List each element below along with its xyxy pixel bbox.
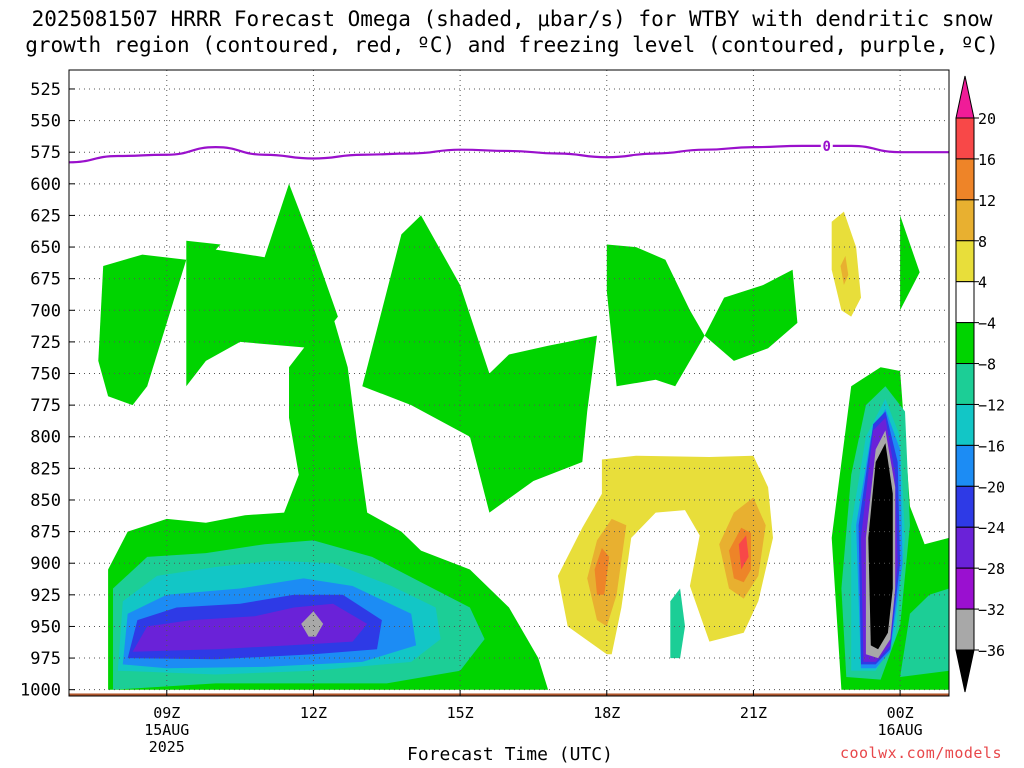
colorbar-label: −4 xyxy=(978,315,996,333)
x-tick-date: 15AUG xyxy=(144,721,189,739)
omega-region xyxy=(900,588,949,677)
colorbar-label: 12 xyxy=(978,192,996,210)
omega-region xyxy=(606,244,705,387)
colorbar-label: −16 xyxy=(978,437,1005,455)
colorbar-band xyxy=(955,322,975,365)
y-tick-label: 575 xyxy=(30,143,61,163)
y-tick-label: 700 xyxy=(30,301,61,321)
x-tick-label: 18Z xyxy=(593,704,620,722)
freezing-level-line xyxy=(68,144,949,164)
x-tick-label: 09Z xyxy=(153,704,180,722)
x-tick-date: 16AUG xyxy=(878,721,923,739)
colorbar-label: −28 xyxy=(978,560,1005,578)
colorbar-top-arrow xyxy=(955,75,975,119)
y-tick-label: 950 xyxy=(30,617,61,637)
colorbar-label: 16 xyxy=(978,151,996,169)
x-tick-label: 21Z xyxy=(740,704,767,722)
colorbar-label: −32 xyxy=(978,601,1005,619)
y-tick-label: 775 xyxy=(30,396,61,416)
colorbar-band xyxy=(955,444,975,487)
omega-region xyxy=(900,215,920,336)
colorbar-band xyxy=(955,485,975,528)
colorbar-band xyxy=(955,158,975,201)
omega-region xyxy=(98,254,187,406)
omega-region xyxy=(362,215,597,513)
colorbar-band xyxy=(955,117,975,160)
x-tick-year: 2025 xyxy=(149,738,185,756)
y-tick-label: 550 xyxy=(30,112,61,132)
colorbar-band xyxy=(955,281,975,324)
y-tick-label: 925 xyxy=(30,586,61,606)
omega-region xyxy=(132,603,368,652)
y-tick-label: 625 xyxy=(30,206,61,226)
omega-region xyxy=(186,183,338,387)
x-tick-label: 12Z xyxy=(300,704,327,722)
colorbar-label: −24 xyxy=(978,519,1005,537)
omega-region xyxy=(594,548,610,595)
y-tick-label: 675 xyxy=(30,270,61,290)
colorbar-band xyxy=(955,403,975,446)
x-tick-label: 15Z xyxy=(447,704,474,722)
y-tick-label: 875 xyxy=(30,523,61,543)
colorbar-label: −20 xyxy=(978,478,1005,496)
colorbar-band xyxy=(955,363,975,405)
y-tick-label: 825 xyxy=(30,459,61,479)
y-tick-label: 650 xyxy=(30,238,61,258)
chart-title-line-2: growth region (contoured, red, ºC) and f… xyxy=(25,33,999,57)
colorbar-band xyxy=(955,608,975,651)
x-axis-title: Forecast Time (UTC) xyxy=(407,744,613,765)
y-tick-label: 850 xyxy=(30,491,61,511)
surface-terrain xyxy=(69,693,949,696)
y-tick-label: 725 xyxy=(30,333,61,353)
credit-text: coolwx.com/models xyxy=(839,744,1002,762)
colorbar-label: 4 xyxy=(978,274,987,292)
freezing-level-label: 0 xyxy=(823,139,831,155)
colorbar-label: 8 xyxy=(978,233,987,251)
plot-frame xyxy=(68,69,950,697)
colorbar-band xyxy=(955,240,975,283)
colorbar-band xyxy=(955,567,975,610)
omega-region xyxy=(868,443,893,650)
colorbar-label: −8 xyxy=(978,356,996,374)
y-tick-label: 1000 xyxy=(20,681,61,701)
y-tick-label: 750 xyxy=(30,365,61,385)
x-tick-label: 00Z xyxy=(887,704,914,722)
colorbar-band xyxy=(955,526,975,569)
chart-title-line-1: 2025081507 HRRR Forecast Omega (shaded, … xyxy=(31,7,993,31)
y-tick-label: 800 xyxy=(30,428,61,448)
y-tick-label: 600 xyxy=(30,175,61,195)
freezing-label-bg xyxy=(820,137,833,153)
colorbar-label: 20 xyxy=(978,110,996,128)
y-tick-label: 975 xyxy=(30,649,61,669)
omega-region xyxy=(670,588,685,659)
omega-region xyxy=(738,535,749,570)
omega-region xyxy=(840,255,849,285)
y-tick-label: 900 xyxy=(30,554,61,574)
omega-region xyxy=(301,611,324,637)
colorbar-band xyxy=(955,199,975,242)
colorbar-label: −36 xyxy=(978,642,1005,660)
colorbar-bottom-arrow xyxy=(955,649,975,693)
colorbar-label: −12 xyxy=(978,396,1005,414)
y-tick-label: 525 xyxy=(30,80,61,100)
omega-region xyxy=(704,269,798,361)
